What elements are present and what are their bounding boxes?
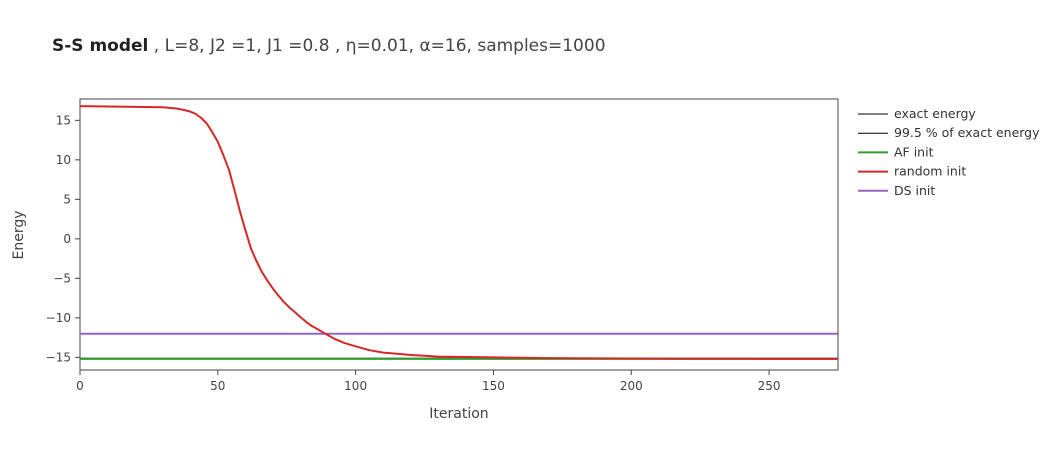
chart-title-main: S-S model — [52, 36, 148, 56]
series-line-random-init — [79, 105, 838, 360]
y-axis: 15 10 5 0 −5 −10 −15 — [46, 113, 80, 364]
x-tick-label: 50 — [210, 379, 225, 393]
y-tick-label: 10 — [56, 153, 71, 167]
y-tick-label: −15 — [46, 350, 71, 364]
y-tick-label: 0 — [63, 232, 71, 246]
plot-area — [79, 98, 839, 371]
x-axis-title: Iteration — [429, 406, 488, 422]
y-tick-label: 5 — [63, 192, 71, 206]
chart-title-parameters: , L=8, J2 =1, J1 =0.8 , η=0.01, α=16, sa… — [148, 36, 605, 56]
legend-item-ds-init[interactable]: DS init — [858, 183, 935, 198]
y-tick-label: 15 — [56, 113, 71, 127]
legend-label: random init — [894, 164, 966, 179]
y-tick-label: −5 — [53, 271, 71, 285]
legend-item-99-5-of-exact-energy[interactable]: 99.5 % of exact energy — [858, 125, 1040, 140]
x-tick-label: 100 — [344, 379, 367, 393]
x-tick-label: 200 — [620, 379, 643, 393]
legend-item-af-init[interactable]: AF init — [858, 144, 934, 159]
legend-item-random-init[interactable]: random init — [858, 164, 966, 179]
chart-title: S-S model , L=8, J2 =1, J1 =0.8 , η=0.01… — [52, 36, 606, 56]
y-tick-label: −10 — [46, 311, 71, 325]
legend-label: exact energy — [894, 106, 976, 121]
y-axis-title: Energy — [11, 210, 27, 259]
series-layer — [79, 105, 838, 360]
x-axis: 0 50 100 150 200 250 — [76, 370, 781, 393]
x-tick-label: 0 — [76, 379, 84, 393]
x-tick-label: 150 — [482, 379, 505, 393]
x-tick-label: 250 — [758, 379, 781, 393]
legend-label: 99.5 % of exact energy — [894, 125, 1040, 140]
plot-frame — [79, 98, 839, 371]
legend-item-exact-energy[interactable]: exact energy — [858, 106, 976, 121]
legend: exact energy 99.5 % of exact energy AF ini… — [858, 106, 1040, 198]
legend-label: DS init — [894, 183, 935, 198]
legend-label: AF init — [894, 144, 934, 159]
